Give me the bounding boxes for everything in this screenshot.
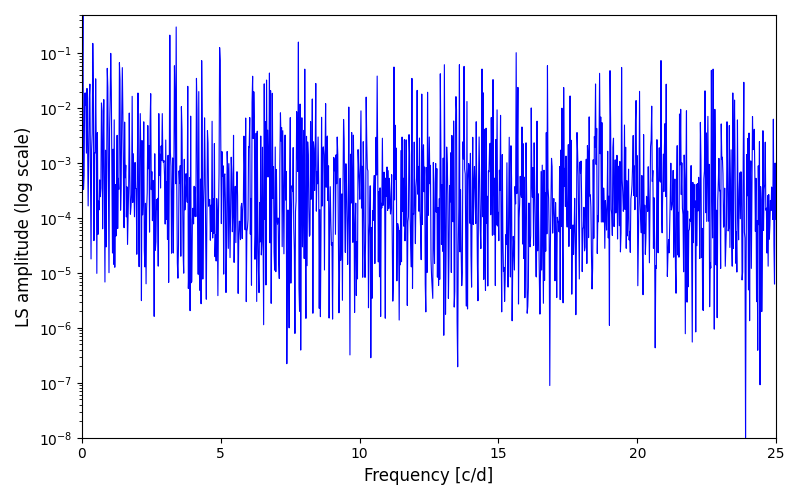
X-axis label: Frequency [c/d]: Frequency [c/d] [364, 467, 494, 485]
Y-axis label: LS amplitude (log scale): LS amplitude (log scale) [15, 126, 33, 326]
